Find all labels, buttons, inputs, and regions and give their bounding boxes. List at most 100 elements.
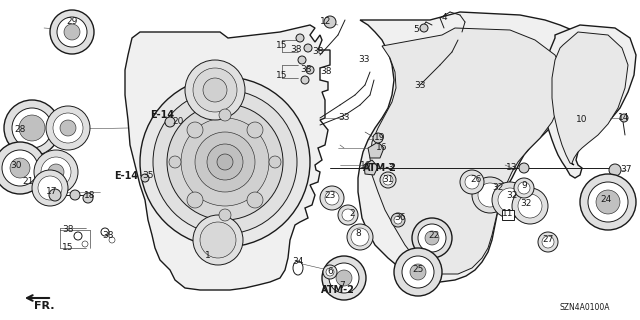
Circle shape (219, 209, 231, 221)
Text: 4: 4 (441, 13, 447, 22)
Circle shape (588, 182, 628, 222)
Text: 17: 17 (46, 188, 58, 196)
Text: 25: 25 (412, 266, 424, 275)
Circle shape (296, 34, 304, 42)
Text: 14: 14 (618, 114, 630, 123)
Circle shape (596, 190, 620, 214)
Circle shape (48, 164, 64, 180)
Circle shape (323, 265, 337, 279)
Text: E-14: E-14 (150, 110, 174, 120)
Text: 38: 38 (300, 66, 312, 75)
Text: 2: 2 (349, 209, 355, 218)
Text: 6: 6 (327, 268, 333, 276)
Circle shape (518, 194, 542, 218)
Circle shape (57, 17, 87, 47)
Circle shape (219, 109, 231, 121)
Circle shape (391, 213, 405, 227)
Circle shape (514, 178, 534, 198)
Circle shape (38, 176, 62, 200)
Text: 10: 10 (576, 116, 588, 124)
Circle shape (512, 188, 548, 224)
Circle shape (460, 170, 484, 194)
Circle shape (19, 115, 45, 141)
Circle shape (34, 150, 78, 194)
Circle shape (153, 90, 297, 234)
Circle shape (50, 10, 94, 54)
Circle shape (304, 44, 312, 52)
Text: 19: 19 (374, 133, 386, 142)
Text: 20: 20 (172, 117, 184, 126)
Text: 37: 37 (620, 165, 632, 174)
Circle shape (394, 248, 442, 296)
Text: 15: 15 (276, 70, 288, 79)
Text: ATM-2: ATM-2 (363, 163, 397, 173)
Text: 38: 38 (102, 230, 114, 239)
Circle shape (195, 132, 255, 192)
Circle shape (322, 256, 366, 300)
Circle shape (542, 236, 554, 248)
Circle shape (329, 263, 359, 293)
Circle shape (193, 215, 243, 265)
Circle shape (342, 209, 354, 221)
Text: 33: 33 (358, 55, 370, 65)
Circle shape (12, 108, 52, 148)
Circle shape (298, 56, 306, 64)
Circle shape (472, 177, 508, 213)
Text: 15: 15 (276, 41, 288, 50)
Text: 5: 5 (413, 26, 419, 35)
Circle shape (60, 120, 76, 136)
Text: 36: 36 (394, 213, 406, 222)
Circle shape (0, 142, 46, 194)
Circle shape (165, 117, 175, 127)
Text: 32: 32 (492, 183, 504, 193)
Circle shape (324, 16, 336, 28)
Circle shape (498, 188, 522, 212)
Text: 28: 28 (14, 125, 26, 134)
Text: 29: 29 (67, 18, 77, 27)
Circle shape (580, 174, 636, 230)
Circle shape (247, 192, 263, 208)
Text: 21: 21 (22, 178, 34, 187)
Text: 22: 22 (428, 231, 440, 241)
Circle shape (32, 170, 68, 206)
Text: 7: 7 (339, 281, 345, 290)
Circle shape (74, 232, 82, 240)
Text: 38: 38 (312, 47, 324, 57)
Circle shape (181, 118, 269, 206)
Circle shape (200, 222, 236, 258)
Text: 27: 27 (542, 236, 554, 244)
Circle shape (53, 113, 83, 143)
Circle shape (492, 182, 528, 218)
Text: ATM-2: ATM-2 (321, 285, 355, 295)
Circle shape (187, 122, 203, 138)
Text: 8: 8 (355, 229, 361, 238)
Text: 31: 31 (382, 175, 394, 185)
Text: 30: 30 (10, 162, 22, 171)
Circle shape (518, 182, 530, 194)
Text: 18: 18 (84, 191, 96, 201)
Circle shape (4, 100, 60, 156)
Circle shape (10, 158, 30, 178)
Text: 23: 23 (324, 191, 336, 201)
Text: 16: 16 (376, 143, 388, 153)
Circle shape (207, 144, 243, 180)
Polygon shape (368, 142, 384, 158)
Text: 38: 38 (320, 68, 332, 76)
Circle shape (49, 189, 61, 201)
Circle shape (70, 190, 80, 200)
Circle shape (373, 133, 383, 143)
Text: 38: 38 (291, 45, 301, 54)
Circle shape (46, 106, 90, 150)
Text: 33: 33 (414, 81, 426, 90)
Circle shape (412, 218, 452, 258)
Circle shape (325, 191, 339, 205)
Text: 32: 32 (506, 191, 518, 201)
Circle shape (2, 150, 38, 186)
Circle shape (326, 268, 334, 276)
Circle shape (101, 228, 109, 236)
Polygon shape (552, 32, 628, 165)
Circle shape (41, 157, 71, 187)
Polygon shape (364, 160, 378, 175)
Text: 32: 32 (520, 199, 532, 209)
Circle shape (203, 78, 227, 102)
